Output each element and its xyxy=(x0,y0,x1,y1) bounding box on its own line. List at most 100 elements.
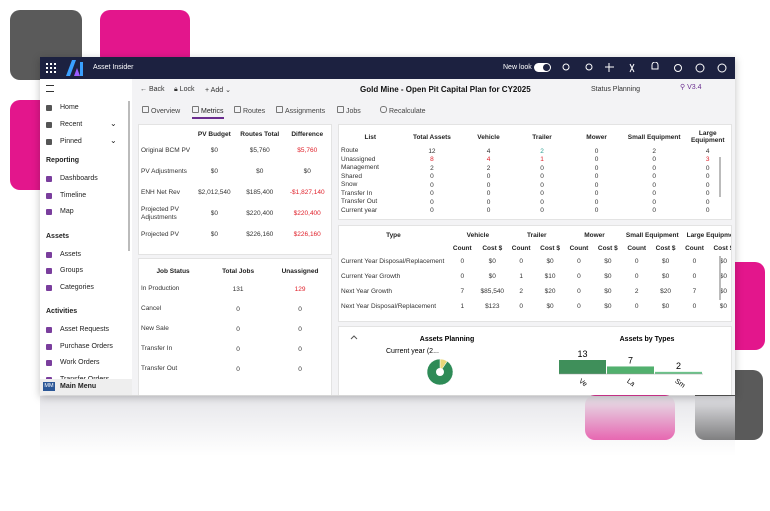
tab[interactable]: Assignments xyxy=(276,106,325,115)
bar xyxy=(607,366,654,374)
header-cell: Mower xyxy=(584,231,605,239)
cell: $0 xyxy=(488,273,496,280)
cell: 1 xyxy=(540,156,544,164)
cell: $0 xyxy=(719,258,728,265)
cell: 0 xyxy=(486,190,491,198)
main-menu[interactable]: MM Main Menu xyxy=(40,379,132,395)
nav-icon xyxy=(46,268,52,274)
cell: 0 xyxy=(298,325,302,333)
sidebar: Home Recent ⌄ Pinned ⌄ Reporting Dashboards Tim… xyxy=(40,79,132,395)
row: Management 2 2 0 0 0 0 xyxy=(339,164,731,173)
nav-item[interactable]: Map xyxy=(60,208,74,215)
back-button[interactable]: ← Back xyxy=(140,86,165,93)
pie-label: Current year (2... xyxy=(386,348,439,355)
tab[interactable]: Routes xyxy=(234,106,265,115)
nav-item[interactable]: Purchase Orders xyxy=(60,342,113,350)
nav-item[interactable]: Dashboards xyxy=(60,175,98,182)
version[interactable]: ⚲ V3.4 xyxy=(680,84,702,91)
badge: MM xyxy=(43,382,55,391)
tab[interactable]: Jobs xyxy=(337,106,361,115)
cell: 0 xyxy=(236,305,240,313)
header-cell: PV Budget xyxy=(197,130,231,138)
header-cell: Large Equipme xyxy=(686,231,732,239)
cell: $10 xyxy=(544,273,556,280)
nav-item[interactable]: Pinned xyxy=(60,138,82,145)
cell: Cancel xyxy=(141,305,162,312)
toggle[interactable] xyxy=(534,63,551,72)
cell: 0 xyxy=(692,303,697,310)
cell: Management xyxy=(341,164,379,172)
row: Projected PV $0 $226,160 $226,160 xyxy=(139,224,331,245)
cell: $220,400 xyxy=(246,210,274,217)
cell: $226,160 xyxy=(246,231,274,238)
cell: 0 xyxy=(577,303,581,310)
cell: In Production xyxy=(141,285,180,292)
scrollbar xyxy=(719,157,721,197)
row: Transfer In 0 0 0 0 0 0 xyxy=(339,190,731,199)
cell: 0 xyxy=(519,258,523,265)
cell: 0 xyxy=(577,273,581,280)
cell: 7 xyxy=(460,288,465,295)
nav-item[interactable]: Groups xyxy=(60,267,83,274)
row: Current year 0 0 0 0 0 0 xyxy=(339,207,731,216)
app-window: Asset Insider New look Home Recent ⌄ Pinned… xyxy=(40,57,735,395)
tab-icon xyxy=(380,106,387,113)
cell: 0 xyxy=(236,365,240,373)
tab-label: Overview xyxy=(151,108,181,115)
lock-button[interactable]: 🔒︎ Lock xyxy=(174,86,195,93)
cell: 131 xyxy=(232,285,244,293)
table: Job Status Total Jobs Unassigned In Product… xyxy=(139,263,331,379)
cell: 0 xyxy=(594,164,599,172)
header-cell xyxy=(339,242,448,254)
nav-item[interactable]: Categories xyxy=(60,283,94,291)
tab[interactable]: Recalculate xyxy=(380,106,426,115)
bar-value: 13 xyxy=(577,349,587,359)
cell: Projected PV Adjustments xyxy=(141,205,179,221)
app-launcher[interactable] xyxy=(46,63,56,73)
cell: 0 xyxy=(705,173,710,181)
nav-item[interactable]: Asset Requests xyxy=(60,326,110,333)
tab[interactable]: Metrics xyxy=(192,106,224,119)
header-cell: Count xyxy=(685,244,704,252)
cell: 4 xyxy=(486,156,491,164)
row: New Sale 0 0 xyxy=(139,319,331,339)
cell: 0 xyxy=(430,207,434,215)
add-button[interactable]: + Add ⌄ xyxy=(205,87,231,94)
header-cell: Routes Total xyxy=(240,130,280,138)
nav-item[interactable]: Work Orders xyxy=(60,359,100,366)
cell: 1 xyxy=(460,303,465,310)
cell: $20 xyxy=(544,288,556,295)
nav-section: Reporting xyxy=(46,157,80,164)
cell: -$1,827,140 xyxy=(289,189,325,196)
bar xyxy=(655,371,702,374)
nav-item[interactable]: Recent xyxy=(60,121,83,128)
cell: $0 xyxy=(488,258,496,265)
nav-item[interactable]: Assets xyxy=(60,250,82,258)
cell: 0 xyxy=(540,173,544,181)
nav-item[interactable]: Timeline xyxy=(60,191,87,199)
x-tick-label: La xyxy=(625,378,635,388)
row: Next Year Disposal/Replacement 1 $123 0 $0 0 $… xyxy=(339,299,731,314)
cell: ENH Net Rev xyxy=(141,188,181,196)
cell: 0 xyxy=(652,207,656,215)
cell: $0 xyxy=(719,303,728,310)
cell: 8 xyxy=(430,156,434,164)
row: Snow 0 0 0 0 0 0 xyxy=(339,181,731,190)
header-cell: Cost $ xyxy=(540,244,560,252)
tab-icon xyxy=(192,106,199,113)
cell: 0 xyxy=(486,198,491,206)
cell: 0 xyxy=(298,365,302,373)
header-cell: Cost $ xyxy=(597,244,618,252)
cell: $0 xyxy=(256,168,264,175)
nav-item[interactable]: Home xyxy=(60,104,79,111)
cell: 0 xyxy=(577,258,581,265)
cell: 0 xyxy=(594,190,599,198)
header-cell: Count xyxy=(511,244,531,252)
tab[interactable]: Overview xyxy=(142,106,180,115)
cell: 0 xyxy=(430,190,434,198)
cell: 2 xyxy=(486,164,491,172)
list-panel: List Total Assets Vehicle Trailer Mower Small… xyxy=(338,124,732,220)
cell: $220,400 xyxy=(293,210,321,217)
nav-icon xyxy=(46,360,52,366)
cell: 0 xyxy=(540,207,544,215)
